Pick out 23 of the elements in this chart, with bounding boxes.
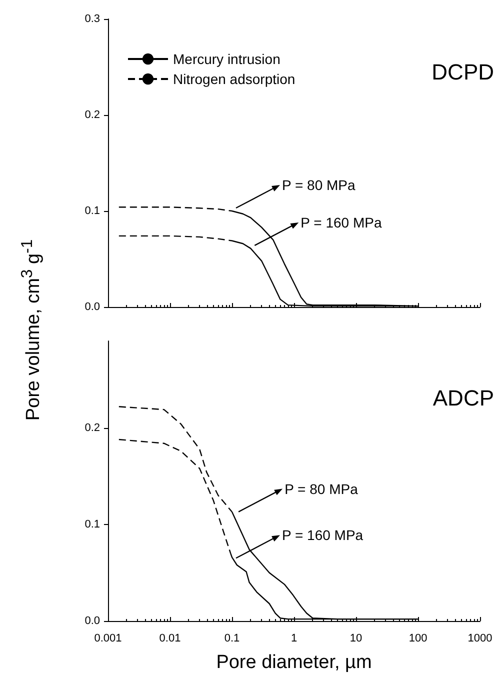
- x-axis-title: Pore diameter, µm: [216, 652, 372, 673]
- text: DCPD: [432, 60, 494, 84]
- y-tick-label: 0.3: [84, 13, 100, 25]
- x-tick-label: 1000: [468, 632, 492, 644]
- y-tick-label: 0.0: [84, 615, 100, 627]
- legend-label: Mercury intrusion: [173, 51, 280, 67]
- annotation: P = 80 MPa: [282, 177, 356, 193]
- legend-label: Nitrogen adsorption: [173, 71, 296, 87]
- y-tick-label: 0.2: [84, 422, 100, 434]
- x-tick-label: 0.01: [159, 632, 181, 644]
- text: ADCP: [432, 386, 494, 410]
- x-tick-label: 1: [290, 632, 298, 644]
- annotation: P = 160 MPa: [282, 527, 364, 544]
- annotation: P = 160 MPa: [300, 214, 382, 230]
- annotation: P = 80 MPa: [284, 480, 358, 497]
- x-tick-label: 0.1: [224, 632, 240, 644]
- x-tick-label: 0.001: [94, 632, 122, 644]
- y-tick-label: 0.1: [84, 205, 100, 217]
- x-tick-label: 10: [350, 632, 362, 644]
- y-tick-label: 0.1: [84, 518, 100, 530]
- y-tick-label: 0.0: [84, 301, 100, 313]
- x-tick-label: 100: [408, 632, 428, 644]
- y-tick-label: 0.2: [84, 109, 100, 121]
